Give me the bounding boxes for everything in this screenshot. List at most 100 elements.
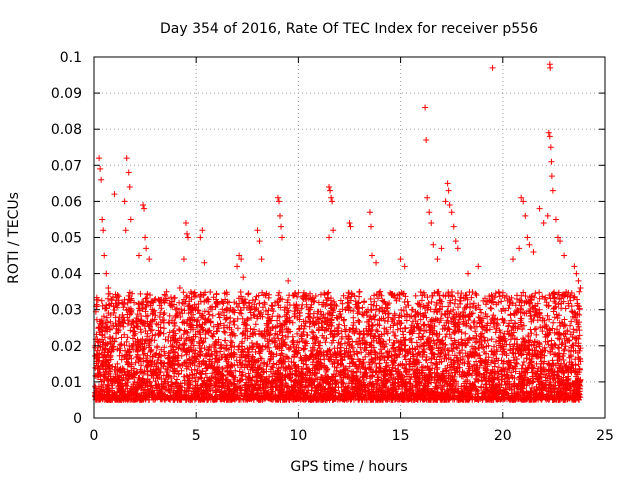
y-tick-label: 0.01 <box>51 375 82 391</box>
data-point <box>184 230 191 237</box>
y-tick-label: 0.1 <box>60 50 82 66</box>
x-axis-label: GPS time / hours <box>290 459 407 475</box>
data-point <box>571 263 578 270</box>
data-point <box>305 306 312 313</box>
data-point <box>176 285 183 292</box>
data-point <box>279 234 286 241</box>
data-point <box>103 270 110 277</box>
data-point <box>172 306 179 313</box>
y-tick-label: 0.05 <box>51 231 82 247</box>
data-point <box>548 173 555 180</box>
x-tick-label: 10 <box>289 428 307 444</box>
data-point <box>180 256 187 263</box>
data-point <box>234 263 241 270</box>
data-point <box>185 234 192 241</box>
tick-labels: 0 5 10 15 20 25 0 0.01 0.02 0.03 0.04 0.05 0.06 0.07 0… <box>51 50 614 444</box>
data-point <box>98 176 105 183</box>
data-point <box>152 295 159 302</box>
data-point <box>121 198 128 205</box>
data-point <box>329 198 336 205</box>
data-point <box>97 165 104 172</box>
data-point <box>522 212 529 219</box>
data-point <box>428 220 435 227</box>
data-point <box>356 288 363 295</box>
data-point <box>146 256 153 263</box>
data-point <box>540 220 547 227</box>
data-point <box>524 234 531 241</box>
data-point <box>125 169 132 176</box>
data-point <box>101 252 108 259</box>
data-point <box>552 216 559 223</box>
data-point <box>100 227 107 234</box>
data-point <box>397 256 404 263</box>
data-point <box>236 252 243 259</box>
data-point <box>454 245 461 252</box>
data-point <box>330 227 337 234</box>
y-tick-label: 0.02 <box>51 339 82 355</box>
data-point <box>199 227 206 234</box>
data-point <box>346 220 353 227</box>
data-point <box>315 299 322 306</box>
data-point <box>326 183 333 190</box>
data-point <box>546 133 553 140</box>
data-point <box>377 288 384 295</box>
data-point <box>423 137 430 144</box>
x-tick-label: 5 <box>192 428 201 444</box>
y-tick-label: 0.06 <box>51 194 82 210</box>
data-point <box>577 285 584 292</box>
data-point <box>547 64 554 71</box>
data-point <box>424 194 431 201</box>
data-point <box>549 187 556 194</box>
data-point <box>401 263 408 270</box>
data-point <box>328 194 335 201</box>
data-point <box>197 234 204 241</box>
y-tick-label: 0 <box>73 411 82 427</box>
data-point <box>140 202 147 209</box>
y-tick-label: 0.07 <box>51 158 82 174</box>
data-point <box>213 299 220 306</box>
data-point <box>547 144 554 151</box>
data-point <box>373 259 380 266</box>
data-point <box>575 277 582 284</box>
data-point <box>518 194 525 201</box>
data-point <box>573 270 580 277</box>
data-point <box>516 245 523 252</box>
data-point <box>256 238 263 245</box>
data-point <box>127 216 134 223</box>
data-point <box>448 209 455 216</box>
data-point <box>442 198 449 205</box>
data-points <box>92 61 584 403</box>
axis-ticks <box>93 56 606 419</box>
data-point <box>520 198 527 205</box>
data-point <box>201 259 208 266</box>
x-tick-label: 15 <box>392 428 410 444</box>
data-point <box>326 234 333 241</box>
data-point <box>465 270 472 277</box>
data-point <box>434 256 441 263</box>
data-point <box>258 256 265 263</box>
data-point <box>557 238 564 245</box>
data-point <box>274 194 281 201</box>
data-point <box>444 180 451 187</box>
data-point <box>366 209 373 216</box>
data-point <box>347 223 354 230</box>
data-point <box>122 227 129 234</box>
data-point <box>285 277 292 284</box>
data-point <box>135 252 142 259</box>
data-point <box>526 241 533 248</box>
data-point <box>277 212 284 219</box>
data-point <box>142 234 149 241</box>
dense-point-cloud <box>92 288 584 403</box>
x-tick-label: 25 <box>596 428 614 444</box>
x-tick-label: 20 <box>494 428 512 444</box>
data-point <box>544 212 551 219</box>
data-point <box>182 220 189 227</box>
data-point <box>143 245 150 252</box>
data-point <box>530 248 537 255</box>
data-point <box>545 129 552 136</box>
data-point <box>422 104 429 111</box>
data-point <box>275 198 282 205</box>
data-point <box>368 252 375 259</box>
data-point <box>111 191 118 198</box>
